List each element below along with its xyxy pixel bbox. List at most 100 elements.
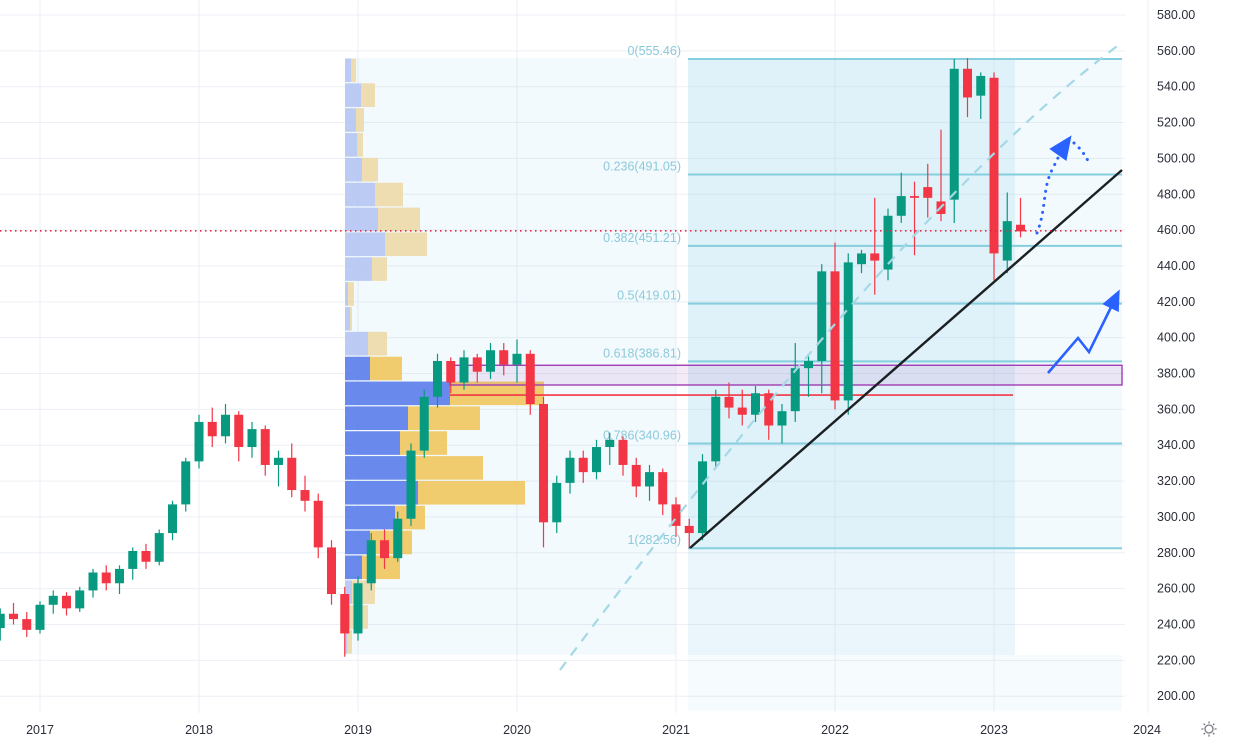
fib-level-label: 0.382(451.21) [603,231,681,245]
price-axis-label: 540.00 [1157,80,1195,94]
candle [539,404,548,523]
candle [910,196,919,198]
candle [274,457,283,465]
candle [870,253,880,261]
candle [631,464,641,487]
candle [578,457,588,473]
candle [989,77,999,254]
candle [976,75,986,96]
candle [843,262,853,401]
price-axis-label: 480.00 [1157,187,1195,201]
candle [1016,224,1025,232]
price-axis-label: 400.00 [1157,331,1195,345]
price-axis-label: 300.00 [1157,510,1195,524]
candle [777,411,787,426]
price-axis-label: 460.00 [1157,223,1195,237]
candles [0,58,1025,657]
candle [0,613,5,629]
price-axis-label: 380.00 [1157,367,1195,381]
time-axis-label: 2021 [662,723,690,737]
candle [300,490,310,501]
candle [711,396,721,462]
fib-level-label: 0.618(386.81) [603,346,681,360]
candle [234,414,244,448]
fib-retracement[interactable]: 0(555.46) 0.236(491.05) 0.382(451.21) 0.5(4… [603,44,1122,550]
fib-level-label: 0.236(491.05) [603,159,681,173]
fib-level-label: 0.5(419.01) [617,289,681,303]
candle [128,550,138,569]
price-axis-label: 520.00 [1157,116,1195,130]
price-axis-label: 440.00 [1157,259,1195,273]
candle [671,504,681,526]
candle [764,393,774,426]
grid [0,0,1149,713]
candle [194,421,204,462]
candle [340,594,350,634]
price-axis[interactable]: 580.00 560.00 540.00 520.00 500.00 480.00 460.… [1157,8,1195,703]
candle [883,215,893,270]
candle [75,590,85,609]
candle [817,271,827,361]
candle [353,583,363,634]
time-axis-label: 2019 [344,723,372,737]
candle [181,461,191,505]
candle [221,414,230,437]
candle [857,253,866,265]
price-axis-label: 320.00 [1157,474,1195,488]
candle [380,540,389,559]
candle [35,604,45,630]
candle [48,595,58,605]
candle [313,500,323,548]
arrow-solid-icon[interactable] [1047,289,1120,374]
candle [446,360,456,383]
time-axis-label: 2017 [26,723,54,737]
candle [724,396,734,408]
axis-settings-icon[interactable] [1201,721,1217,737]
candle [658,472,668,505]
candle [419,396,429,451]
price-axis-label: 500.00 [1157,151,1195,165]
candle [605,439,615,448]
candle [433,360,442,397]
candle [804,360,813,369]
trendline-black[interactable] [689,169,1123,549]
candle [512,353,522,365]
candle [525,353,535,405]
trendline-dashed[interactable] [559,43,1121,671]
fib-level-label: 0(555.46) [627,44,681,58]
candle [366,540,376,584]
price-axis-label: 220.00 [1157,653,1195,667]
candle [896,196,906,216]
candle [327,547,336,595]
candle [247,429,257,448]
candle [393,518,403,559]
price-axis-label: 240.00 [1157,617,1195,631]
time-axis-label: 2024 [1133,723,1161,737]
price-axis-label: 340.00 [1157,438,1195,452]
time-axis-label: 2018 [185,723,213,737]
candle [88,572,98,591]
candle [963,68,972,98]
fib-level-label: 0.786(340.96) [603,429,681,443]
time-axis[interactable]: 2017 2018 2019 2020 2021 2022 2023 2024 [26,723,1161,737]
price-axis-label: 420.00 [1157,295,1195,309]
candle [168,504,177,534]
candle [154,533,164,562]
price-axis-label: 560.00 [1157,44,1195,58]
candle [486,350,495,372]
arrow-dotted-icon[interactable] [1035,135,1092,235]
candle [115,568,124,584]
candle [790,368,800,412]
price-axis-label: 360.00 [1157,402,1195,416]
candle [618,439,628,465]
candle [499,350,509,365]
price-axis-label: 260.00 [1157,582,1195,596]
candle [1002,221,1012,261]
time-axis-label: 2020 [503,723,531,737]
candle [141,550,151,562]
price-axis-label: 200.00 [1157,689,1195,703]
candle [751,393,760,415]
